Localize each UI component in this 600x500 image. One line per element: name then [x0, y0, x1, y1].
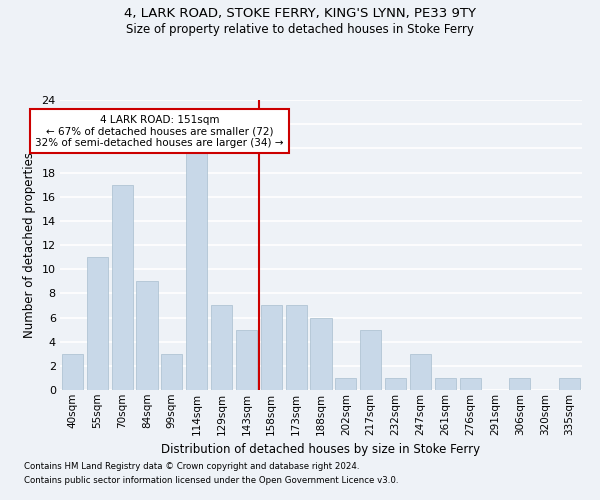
Text: Size of property relative to detached houses in Stoke Ferry: Size of property relative to detached ho…	[126, 22, 474, 36]
Bar	[435, 378, 456, 390]
Bar	[286, 306, 307, 390]
Bar	[211, 306, 232, 390]
Bar	[87, 257, 108, 390]
Bar	[310, 318, 332, 390]
Text: Contains HM Land Registry data © Crown copyright and database right 2024.: Contains HM Land Registry data © Crown c…	[24, 462, 359, 471]
Bar	[559, 378, 580, 390]
Y-axis label: Number of detached properties: Number of detached properties	[23, 152, 36, 338]
Text: Contains public sector information licensed under the Open Government Licence v3: Contains public sector information licen…	[24, 476, 398, 485]
Bar	[385, 378, 406, 390]
Bar	[236, 330, 257, 390]
Bar	[112, 184, 133, 390]
Text: Distribution of detached houses by size in Stoke Ferry: Distribution of detached houses by size …	[161, 442, 481, 456]
Bar	[161, 354, 182, 390]
Bar	[410, 354, 431, 390]
Bar	[460, 378, 481, 390]
Bar	[136, 281, 158, 390]
Text: 4 LARK ROAD: 151sqm
← 67% of detached houses are smaller (72)
32% of semi-detach: 4 LARK ROAD: 151sqm ← 67% of detached ho…	[35, 114, 284, 148]
Bar	[360, 330, 381, 390]
Bar	[335, 378, 356, 390]
Bar	[62, 354, 83, 390]
Bar	[509, 378, 530, 390]
Bar	[261, 306, 282, 390]
Bar	[186, 148, 207, 390]
Text: 4, LARK ROAD, STOKE FERRY, KING'S LYNN, PE33 9TY: 4, LARK ROAD, STOKE FERRY, KING'S LYNN, …	[124, 8, 476, 20]
